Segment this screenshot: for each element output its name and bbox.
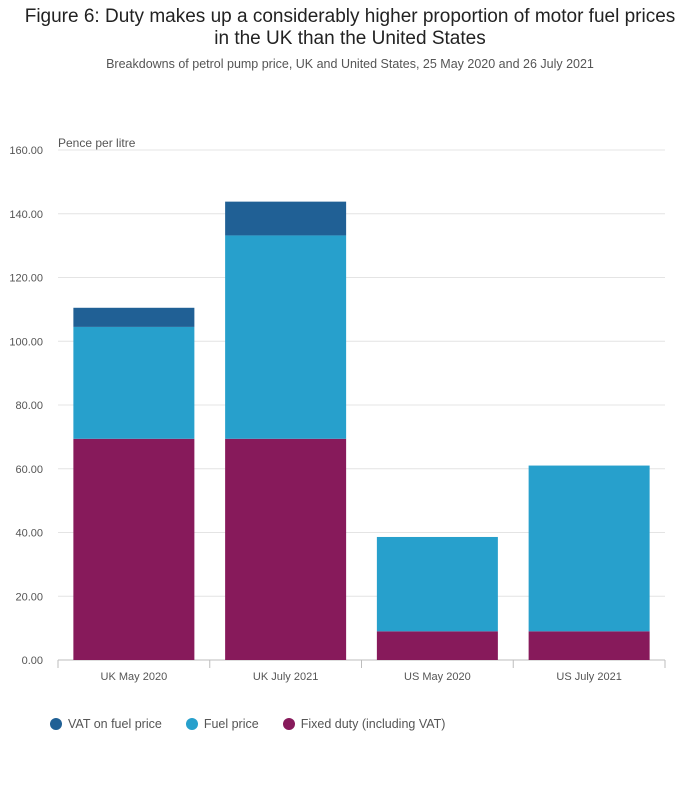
y-tick-label: 100.00 <box>9 336 43 348</box>
legend: VAT on fuel price Fuel price Fixed duty (i… <box>50 717 445 731</box>
y-tick-label: 160.00 <box>9 145 43 157</box>
bar-segment <box>73 326 195 439</box>
y-tick-label: 0.00 <box>22 655 43 667</box>
bar-segment <box>376 631 498 660</box>
x-tick-label: US May 2020 <box>404 671 471 683</box>
chart-title: Figure 6: Duty makes up a considerably h… <box>24 6 676 49</box>
legend-label: VAT on fuel price <box>68 717 162 731</box>
y-tick-label: 60.00 <box>15 464 43 476</box>
bar-segment <box>225 201 347 236</box>
legend-item: VAT on fuel price <box>50 717 162 731</box>
bar-segment <box>225 235 347 439</box>
legend-label: Fixed duty (including VAT) <box>300 717 446 731</box>
y-tick-label: 120.00 <box>9 273 43 285</box>
x-tick-label: UK May 2020 <box>101 671 168 683</box>
bars <box>73 201 650 660</box>
chart-subtitle: Breakdowns of petrol pump price, UK and … <box>106 57 594 71</box>
legend-swatch <box>50 718 62 730</box>
bar-segment <box>528 465 650 632</box>
y-tick-label: 80.00 <box>15 400 43 412</box>
legend-swatch <box>282 718 295 730</box>
bar-segment <box>73 438 195 660</box>
y-axis-unit-label: Pence per litre <box>58 136 136 150</box>
bar-segment <box>528 631 650 660</box>
legend-item: Fuel price <box>185 717 259 731</box>
bar-segment <box>73 307 195 327</box>
legend-item: Fixed duty (including VAT) <box>282 717 446 731</box>
legend-label: Fuel price <box>203 717 259 731</box>
axes: 0.00 20.00 40.00 60.00 80.00 100.00 120.00 140.… <box>9 145 666 683</box>
bar-segment <box>225 438 347 660</box>
x-tick-label: US July 2021 <box>556 671 621 683</box>
bar-segment <box>376 536 498 632</box>
y-tick-label: 20.00 <box>15 591 43 603</box>
x-tick-label: UK July 2021 <box>253 671 318 683</box>
y-tick-label: 40.00 <box>15 528 43 540</box>
legend-swatch <box>185 718 198 730</box>
y-tick-label: 140.00 <box>9 209 43 221</box>
